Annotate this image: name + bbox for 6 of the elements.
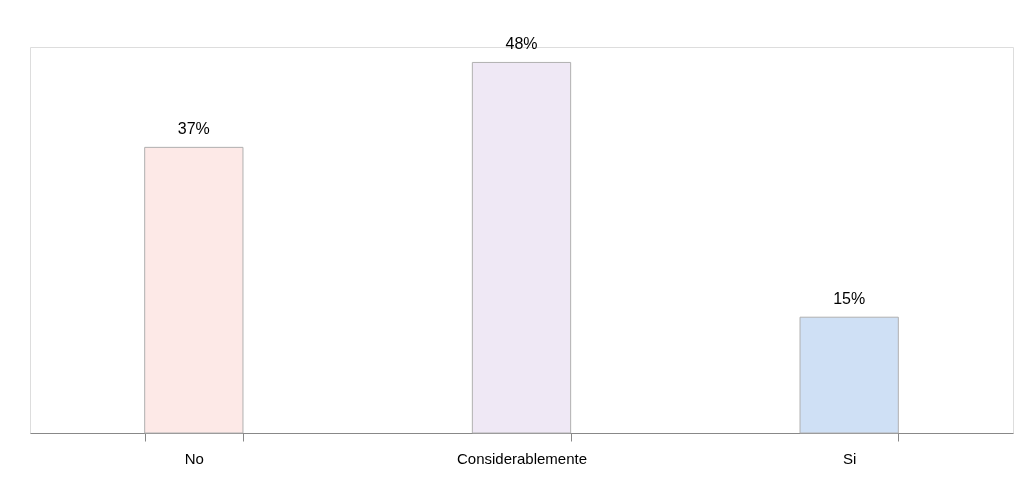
data-label: 37% <box>177 120 210 138</box>
data-label: 15% <box>833 290 866 308</box>
x-tick-label: No <box>184 449 204 467</box>
data-label: 48% <box>505 35 538 53</box>
x-tick-label: Considerablemente <box>456 449 588 467</box>
x-tick-label: Si <box>842 449 857 467</box>
